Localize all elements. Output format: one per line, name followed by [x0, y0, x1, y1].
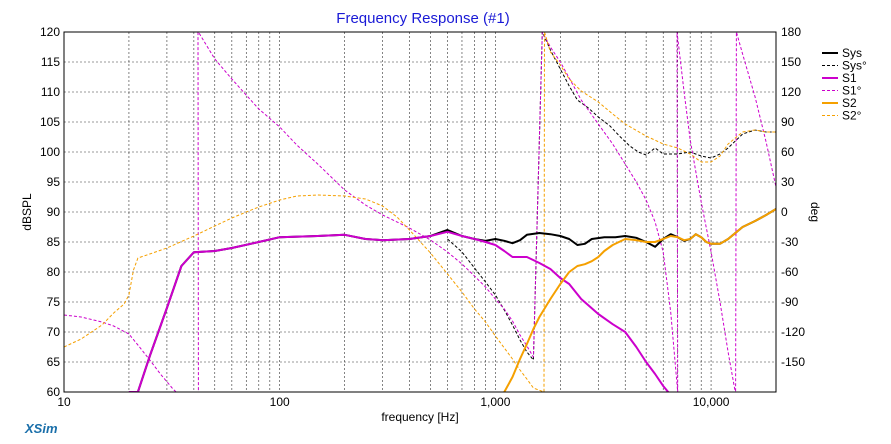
series-layer [64, 32, 776, 392]
legend-label-sys: Sys [842, 46, 862, 60]
series-s2-line [503, 208, 776, 392]
y-right-tick-label: -150 [781, 355, 805, 369]
legend-label-s2: S2 [842, 96, 857, 110]
y-left-tick-label: 90 [47, 205, 61, 219]
series-s1-phase-line [64, 32, 776, 392]
y-right-tick-label: 150 [781, 55, 801, 69]
y-left-tick-label: 65 [47, 355, 61, 369]
x-axis-ticks: 10 100 1,000 10,000 [57, 395, 729, 409]
y-right-tick-label: 90 [781, 115, 795, 129]
chart-title: Frequency Response (#1) [336, 10, 509, 27]
legend-label-s2-phase: S2° [842, 109, 862, 123]
legend-label-s1-phase: S1° [842, 84, 862, 98]
y-right-tick-label: -120 [781, 325, 805, 339]
x-tick-label: 10 [57, 395, 71, 409]
y-left-tick-label: 95 [47, 175, 61, 189]
y-right-tick-label: -90 [781, 295, 799, 309]
x-tick-label: 10,000 [693, 395, 730, 409]
y-left-tick-label: 75 [47, 295, 61, 309]
x-tick-label: 1,000 [480, 395, 510, 409]
x-tick-label: 100 [270, 395, 290, 409]
x-axis-label: frequency [Hz] [381, 410, 458, 424]
y-right-tick-label: 0 [781, 205, 788, 219]
y-left-tick-label: 60 [47, 385, 61, 399]
y-right-tick-label: 180 [781, 25, 801, 39]
series-s2-phase-line [64, 32, 776, 392]
legend-label-sys-phase: Sys° [842, 59, 867, 73]
y-left-tick-label: 115 [41, 55, 60, 69]
y-right-tick-label: 120 [781, 85, 801, 99]
y-left-tick-label: 100 [40, 145, 60, 159]
y-left-tick-label: 80 [47, 265, 61, 279]
y-axis-right-ticks: -150 -120 -90 -60 -30 0 30 60 90 120 150 180 [781, 25, 805, 369]
y-left-tick-label: 85 [47, 235, 61, 249]
y-axis-left-ticks: 60 65 70 75 80 85 90 95 100 105 110 115 120 [40, 25, 60, 399]
legend-label-s1: S1 [842, 71, 857, 85]
xsim-brand: XSim [24, 421, 58, 436]
y-left-tick-label: 110 [41, 85, 60, 99]
y-axis-left-label: dBSPL [20, 193, 34, 231]
y-right-tick-label: 30 [781, 175, 795, 189]
y-axis-right-label: deg [808, 202, 822, 222]
y-left-tick-label: 105 [40, 115, 60, 129]
y-left-tick-label: 70 [47, 325, 61, 339]
y-right-tick-label: -30 [781, 235, 799, 249]
y-right-tick-label: 60 [781, 145, 795, 159]
series-s1-line [128, 230, 670, 392]
y-right-tick-label: -60 [781, 265, 799, 279]
y-left-tick-label: 120 [40, 25, 60, 39]
plot-frame [63, 31, 777, 393]
